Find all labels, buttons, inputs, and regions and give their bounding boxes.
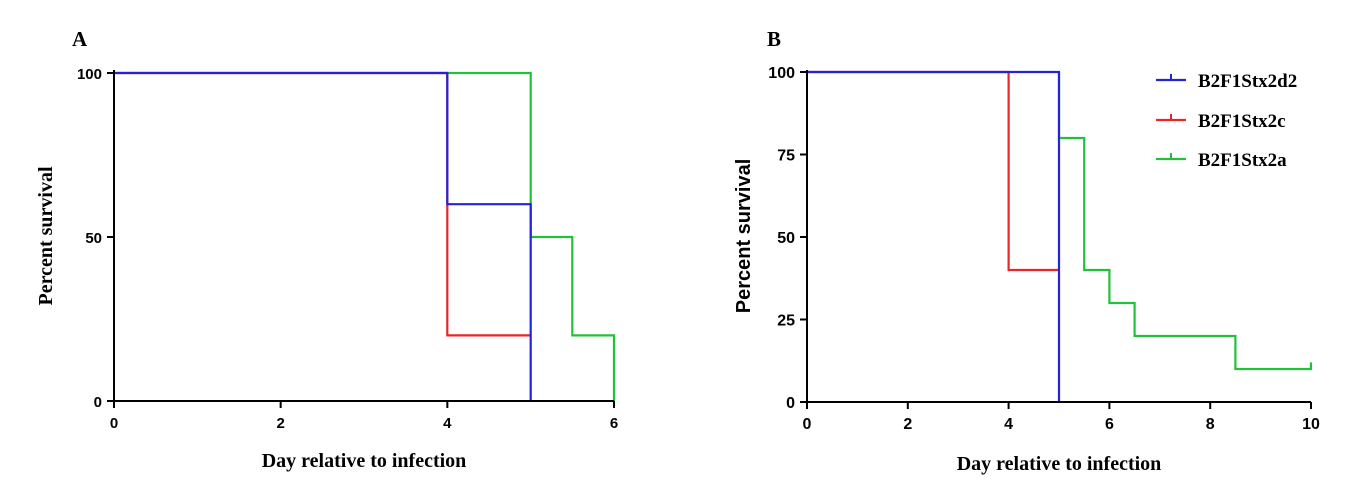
legend-label-b2f1stx2a: B2F1Stx2a: [1198, 150, 1287, 171]
panel-a-x-tick-label-2: 2: [276, 415, 284, 432]
panel-b-y-tick-label-25: 25: [777, 313, 795, 330]
legend-entry-b2f1stx2a: B2F1Stx2a: [1156, 150, 1287, 171]
panel-a-series-b2f1stx2d2: [114, 71, 532, 401]
panel-b-x-tick-label-2: 2: [903, 416, 912, 433]
panel-a-x-tick-label-6: 6: [610, 415, 618, 432]
panel-b-y-tick-label-100: 100: [768, 65, 795, 82]
panel-a-x-label: Day relative to infection: [262, 450, 467, 472]
legend-entry-b2f1stx2d2: B2F1Stx2d2: [1156, 71, 1297, 92]
legend-label-b2f1stx2d2: B2F1Stx2d2: [1198, 71, 1297, 92]
panel-b-x-label: Day relative to infection: [957, 453, 1162, 475]
panel-b-series-group: [807, 70, 1313, 402]
panel-b-legend: B2F1Stx2d2 B2F1Stx2c B2F1Stx2a: [1156, 71, 1297, 171]
panel-a: A 0 2 4 6 0 50 100 Day relative to infection P…: [35, 27, 618, 472]
panel-b-letter: B: [767, 27, 781, 51]
panel-b-series-b2f1stx2a: [1057, 72, 1313, 371]
panel-b-y-label: Percent survival: [733, 159, 755, 314]
panel-b-x-tick-label-0: 0: [803, 416, 812, 433]
panel-a-series-b2f1stx2a: [447, 71, 616, 401]
panel-b-y-tick-label-0: 0: [786, 395, 795, 412]
panel-a-series-group: [114, 71, 616, 401]
panel-a-y-tick-label-100: 100: [77, 66, 102, 83]
panel-b-series-b2f1stx2d2: [807, 70, 1061, 402]
panel-b-y-tick-label-75: 75: [777, 148, 795, 165]
legend-label-b2f1stx2c: B2F1Stx2c: [1198, 111, 1286, 132]
panel-a-y-tick-label-0: 0: [94, 394, 102, 411]
legend-entry-b2f1stx2c: B2F1Stx2c: [1156, 111, 1286, 132]
panel-a-ticks: 0 2 4 6 0 50 100: [77, 66, 618, 432]
panel-a-y-label: Percent survival: [35, 166, 57, 305]
panel-b-x-tick-label-8: 8: [1206, 416, 1215, 433]
panel-a-x-tick-label-0: 0: [110, 415, 118, 432]
panel-b-x-tick-label-4: 4: [1004, 416, 1013, 433]
panel-a-x-tick-label-4: 4: [443, 415, 452, 432]
panel-b-series-b2f1stx2c: [807, 70, 1059, 272]
panel-b-x-tick-label-10: 10: [1302, 416, 1320, 433]
panel-a-y-tick-label-50: 50: [85, 230, 102, 247]
panel-b-x-tick-label-6: 6: [1105, 416, 1114, 433]
panel-a-letter: A: [72, 27, 88, 51]
panel-b-y-tick-label-50: 50: [777, 230, 795, 247]
